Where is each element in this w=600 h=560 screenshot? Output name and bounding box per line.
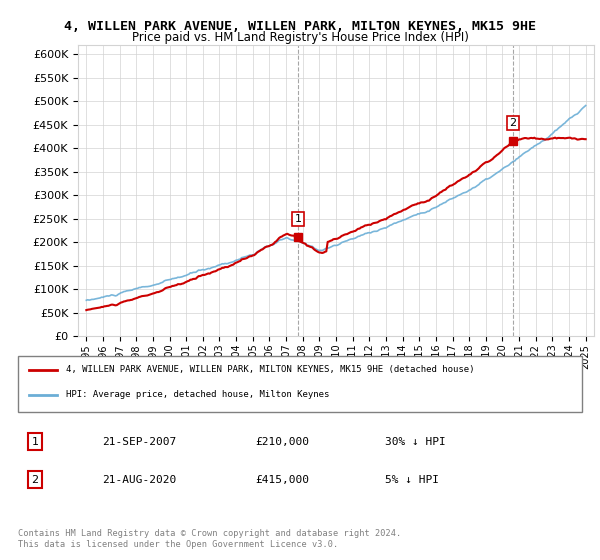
Text: 5% ↓ HPI: 5% ↓ HPI <box>385 475 439 485</box>
FancyBboxPatch shape <box>18 356 582 412</box>
Text: Price paid vs. HM Land Registry's House Price Index (HPI): Price paid vs. HM Land Registry's House … <box>131 31 469 44</box>
Text: 30% ↓ HPI: 30% ↓ HPI <box>385 436 445 446</box>
Text: Contains HM Land Registry data © Crown copyright and database right 2024.
This d: Contains HM Land Registry data © Crown c… <box>18 529 401 549</box>
Text: 1: 1 <box>295 214 302 224</box>
Text: £415,000: £415,000 <box>255 475 309 485</box>
Text: 4, WILLEN PARK AVENUE, WILLEN PARK, MILTON KEYNES, MK15 9HE (detached house): 4, WILLEN PARK AVENUE, WILLEN PARK, MILT… <box>66 365 475 374</box>
Text: HPI: Average price, detached house, Milton Keynes: HPI: Average price, detached house, Milt… <box>66 390 329 399</box>
Text: £210,000: £210,000 <box>255 436 309 446</box>
Text: 2: 2 <box>509 118 517 128</box>
Text: 2: 2 <box>31 475 38 485</box>
Text: 4, WILLEN PARK AVENUE, WILLEN PARK, MILTON KEYNES, MK15 9HE: 4, WILLEN PARK AVENUE, WILLEN PARK, MILT… <box>64 20 536 32</box>
Text: 21-SEP-2007: 21-SEP-2007 <box>103 436 177 446</box>
Text: 1: 1 <box>31 436 38 446</box>
Text: 21-AUG-2020: 21-AUG-2020 <box>103 475 177 485</box>
